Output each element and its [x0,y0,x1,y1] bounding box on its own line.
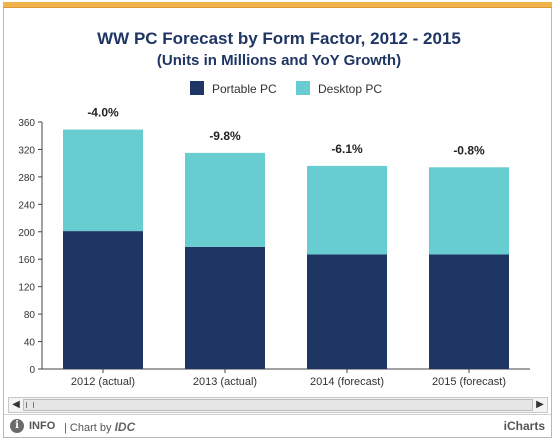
y-tick-label: 200 [18,228,35,239]
growth-label: -9.8% [209,129,241,143]
legend: Portable PC Desktop PC [190,81,382,96]
x-tick-label: 2014 (forecast) [310,376,384,388]
bars-group [63,129,509,369]
chart-by-text: | Chart by [64,422,112,434]
idc-logo[interactable]: IDC [114,420,136,434]
y-tick-label: 0 [29,365,35,376]
legend-label-desktop: Desktop PC [318,82,382,96]
y-tick-label: 40 [24,338,36,349]
y-tick-label: 80 [24,310,36,321]
horizontal-scrollbar[interactable]: ◀ ▶ [8,397,548,413]
y-tick-label: 160 [18,255,35,266]
info-icon[interactable]: i [10,419,24,433]
x-tick-label: 2012 (actual) [71,376,135,388]
scroll-right-arrow-icon[interactable]: ▶ [536,399,544,410]
info-link[interactable]: INFO [29,420,56,432]
top-accent-bar [3,2,552,8]
y-tick-label: 280 [18,173,35,184]
y-tick-label: 320 [18,145,35,156]
chart-canvas: WW PC Forecast by Form Factor, 2012 - 20… [18,29,530,388]
bar-portable [63,231,143,369]
y-tick-label: 120 [18,283,35,294]
chart-footer: i INFO | Chart by IDC iCharts [4,414,551,437]
x-tick-label: 2015 (forecast) [432,376,506,388]
x-axis-labels: 2012 (actual) 2013 (actual) 2014 (forecast… [71,369,506,388]
icharts-logo[interactable]: iCharts [503,419,545,433]
bar-portable [307,254,387,369]
y-tick-label: 360 [18,118,35,129]
growth-annotations: -4.0% -9.8% -6.1% -0.8% [87,106,485,158]
growth-label: -6.1% [331,142,363,156]
y-tick-label: 240 [18,200,35,211]
grip-icon [26,402,34,408]
legend-swatch-portable [190,81,204,95]
growth-label: -4.0% [87,106,119,120]
scroll-left-arrow-icon[interactable]: ◀ [12,399,20,410]
y-axis-ticks: 0 40 80 120 160 200 240 280 320 360 [18,118,42,376]
bar-desktop [307,165,387,255]
legend-label-portable: Portable PC [212,82,277,96]
bar-desktop [429,167,509,255]
growth-label: -0.8% [453,143,485,157]
bar-desktop [185,152,265,247]
x-tick-label: 2013 (actual) [193,376,257,388]
chart-subtitle: (Units in Millions and YoY Growth) [157,52,401,69]
chart-by-credit: | Chart by IDC [64,420,135,434]
bar-desktop [63,129,143,232]
bar-portable [429,254,509,369]
legend-swatch-desktop [296,81,310,95]
chart-title: WW PC Forecast by Form Factor, 2012 - 20… [97,29,461,48]
bar-portable [185,246,265,369]
scroll-thumb[interactable] [23,399,533,411]
